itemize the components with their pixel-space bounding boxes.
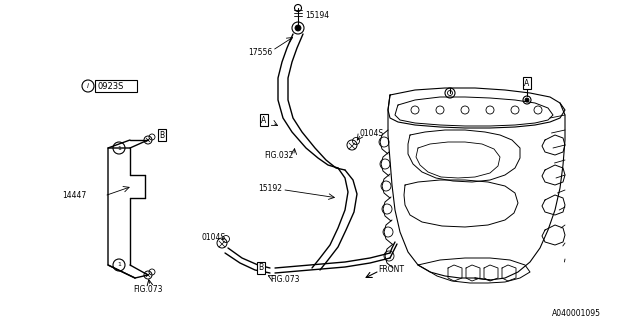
Text: 1: 1 (117, 262, 121, 268)
Text: FIG.032: FIG.032 (264, 150, 293, 159)
Text: 0104S: 0104S (202, 233, 226, 242)
Text: 15194: 15194 (305, 11, 329, 20)
Text: 14447: 14447 (62, 190, 86, 199)
Text: 0923S: 0923S (97, 82, 124, 91)
Text: B: B (159, 131, 164, 140)
Text: i: i (87, 83, 89, 89)
Text: A: A (524, 78, 530, 87)
Circle shape (525, 98, 529, 102)
Text: A040001095: A040001095 (552, 309, 601, 318)
Circle shape (295, 25, 301, 31)
Text: 0104S: 0104S (360, 129, 384, 138)
Text: 1: 1 (117, 146, 121, 150)
Text: FIG.073: FIG.073 (133, 285, 163, 294)
FancyBboxPatch shape (95, 80, 137, 92)
Text: 17556: 17556 (248, 47, 272, 57)
Text: 15192: 15192 (258, 183, 282, 193)
Text: A: A (261, 116, 267, 124)
Text: FIG.073: FIG.073 (270, 275, 300, 284)
Text: B: B (259, 263, 264, 273)
Text: FRONT: FRONT (378, 266, 404, 275)
